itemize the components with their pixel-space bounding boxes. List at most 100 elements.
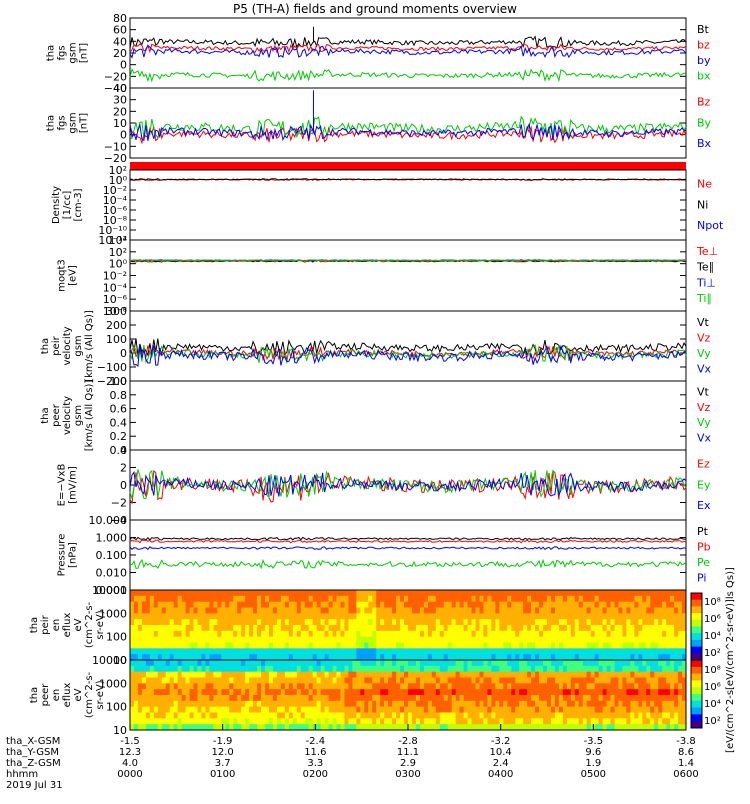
heatmap-cell (213, 665, 218, 673)
heatmap-cell (431, 706, 437, 713)
heatmap-cell (352, 642, 357, 649)
heatmap-cell (400, 607, 405, 614)
heatmap-cell (300, 630, 306, 638)
heatmap-cell (396, 590, 401, 597)
heatmap-cell (296, 718, 302, 725)
heatmap-cell (602, 607, 607, 614)
y-axis-label: tha (40, 407, 51, 423)
heatmap-cell (269, 718, 274, 725)
heatmap-cell (229, 677, 234, 684)
colorbar-swatch (691, 687, 702, 695)
heatmap-cell (614, 648, 619, 655)
heatmap-cell (614, 683, 619, 690)
heatmap-cell (320, 590, 325, 597)
heatmap-cell (419, 654, 425, 661)
heatmap-cell (292, 613, 298, 620)
heatmap-cell (348, 677, 353, 684)
heatmap-cell (324, 660, 329, 667)
heatmap-cell (149, 712, 155, 719)
heatmap-cell (400, 636, 405, 643)
heatmap-cell (479, 625, 484, 632)
heatmap-cell (356, 660, 361, 667)
y-axis-label: eV (73, 618, 84, 631)
heatmap-cell (499, 706, 504, 713)
heatmap-cell (404, 601, 409, 608)
heatmap-cell (404, 718, 409, 725)
heatmap-cell (153, 695, 159, 702)
heatmap-cell (209, 671, 214, 678)
heatmap-cell (590, 613, 596, 620)
heatmap-cell (284, 724, 290, 731)
heatmap-cell (340, 671, 345, 678)
heatmap-cell (674, 595, 679, 603)
heatmap-cell (602, 689, 607, 696)
heatmap-cell (658, 601, 663, 608)
heatmap-cell (451, 654, 457, 661)
heatmap-cell (205, 595, 210, 603)
heatmap-cell (467, 671, 472, 678)
heatmap-cell (594, 642, 600, 649)
heatmap-cell (658, 660, 663, 667)
heatmap-cell (197, 660, 202, 667)
y-tick-label: 10⁻¹⁰ (98, 224, 127, 237)
heatmap-cell (554, 625, 560, 632)
heatmap-cell (539, 712, 544, 719)
heatmap-cell (582, 642, 588, 649)
colorbar-swatch (691, 626, 702, 634)
heatmap-cell (189, 718, 194, 725)
heatmap-cell (447, 613, 453, 620)
heatmap-cell (284, 619, 290, 626)
heatmap-cell (372, 619, 377, 626)
heatmap-cell (133, 665, 139, 673)
heatmap-cell (475, 718, 480, 725)
heatmap-cell (296, 712, 302, 719)
heatmap-cell (562, 665, 568, 673)
heatmap-cell (503, 630, 508, 638)
heatmap-cell (380, 590, 385, 597)
heatmap-cell (404, 683, 409, 690)
heatmap-cell (594, 724, 600, 731)
heatmap-cell (141, 706, 147, 713)
heatmap-cell (467, 700, 472, 708)
heatmap-cell (280, 607, 286, 614)
heatmap-cell (348, 590, 353, 597)
heatmap-cell (483, 706, 488, 713)
heatmap-cell (272, 683, 278, 690)
heatmap-cell (157, 718, 163, 725)
heatmap-cell (237, 671, 242, 678)
heatmap-cell (284, 718, 290, 725)
heatmap-cell (431, 636, 437, 643)
heatmap-cell (356, 642, 361, 649)
heatmap-cell (423, 625, 429, 632)
heatmap-cell (495, 671, 500, 678)
heatmap-cell (209, 630, 214, 638)
heatmap-cell (300, 613, 306, 620)
heatmap-cell (312, 706, 318, 713)
heatmap-cell (269, 683, 274, 690)
heatmap-cell (348, 671, 353, 678)
x-tick-label: -3.5 (584, 736, 604, 747)
heatmap-cell (610, 625, 615, 632)
heatmap-cell (300, 724, 306, 731)
heatmap-cell (276, 625, 282, 632)
heatmap-cell (566, 724, 572, 731)
heatmap-cell (388, 712, 393, 719)
heatmap-cell (284, 700, 290, 708)
heatmap-cell (483, 689, 488, 696)
heatmap-cell (249, 601, 254, 608)
heatmap-cell (237, 619, 242, 626)
heatmap-cell (638, 671, 643, 678)
heatmap-cell (646, 595, 651, 603)
heatmap-cell (288, 619, 294, 626)
heatmap-cell (392, 689, 397, 696)
heatmap-cell (400, 712, 405, 719)
heatmap-cell (169, 648, 175, 655)
heatmap-cell (149, 642, 155, 649)
heatmap-cell (463, 607, 468, 614)
heatmap-cell (384, 630, 389, 638)
heatmap-cell (352, 595, 357, 603)
heatmap-cell (380, 613, 385, 620)
heatmap-cell (634, 706, 639, 713)
